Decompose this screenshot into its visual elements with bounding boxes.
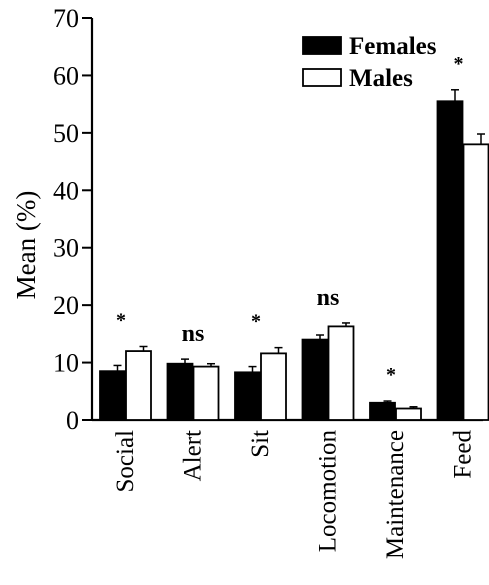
bar-females-feed	[436, 100, 464, 421]
bar-males-maintenance	[395, 407, 422, 421]
category-label-social: Social	[112, 430, 139, 493]
y-tick-label: 40	[53, 176, 79, 205]
axes: 0 10 20 30 40 50 60 70	[53, 4, 483, 435]
legend-swatch-females	[302, 36, 342, 55]
bar-males-social	[125, 350, 152, 421]
y-tick-label: 0	[66, 406, 79, 435]
y-tick-label: 10	[53, 349, 79, 378]
category-label-maintenance: Maintenance	[382, 430, 409, 559]
y-tick-label: 60	[53, 61, 79, 90]
category-label-feed: Feed	[450, 430, 477, 479]
legend-swatch-males	[302, 68, 342, 87]
y-tick-label: 50	[53, 119, 79, 148]
significance-label: *	[251, 311, 261, 333]
bar-females-sit	[234, 371, 261, 421]
significance-label: *	[116, 309, 126, 331]
bar-males-locomotion	[327, 325, 355, 421]
significance-label: ns	[317, 285, 340, 311]
bar-females-alert	[166, 362, 194, 421]
significance-label: *	[386, 364, 396, 386]
y-tick-label: 30	[53, 234, 79, 263]
bar-males-feed	[462, 143, 489, 421]
category-label-alert: Alert	[180, 430, 207, 481]
bars: * ns * ns * *	[99, 53, 489, 421]
y-tick-label: 20	[53, 291, 79, 320]
bar-females-social	[99, 370, 126, 421]
bar-females-locomotion	[301, 338, 329, 421]
y-axis-title: Mean (%)	[11, 191, 41, 300]
significance-label: *	[454, 53, 464, 75]
legend: Females Males	[302, 33, 437, 92]
category-label-sit: Sit	[247, 430, 274, 458]
legend-label-females: Females	[349, 33, 437, 60]
bar-females-maintenance	[369, 401, 396, 421]
category-labels: Social Alert Sit Locomotion Maintenance Feed	[112, 430, 477, 560]
bar-males-alert	[192, 365, 220, 421]
bar-males-sit	[260, 352, 287, 421]
category-label-locomotion: Locomotion	[315, 430, 342, 553]
y-tick-label: 70	[53, 4, 79, 33]
significance-label: ns	[182, 321, 205, 347]
legend-label-males: Males	[349, 65, 413, 92]
